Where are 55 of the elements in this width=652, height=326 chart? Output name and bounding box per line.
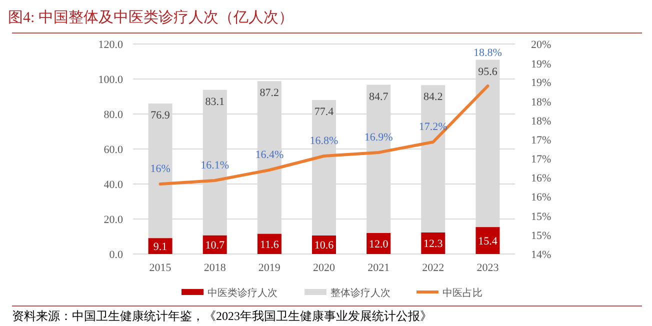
y2-tick-label: 17% — [531, 134, 552, 147]
data-label: 83.1 — [205, 96, 224, 108]
data-label: 15.4 — [478, 236, 498, 248]
text: 资料来源：中国卫生健康统计年鉴，《2023年我国卫生健康事业发展统计公报》 — [12, 309, 432, 323]
y-tick-label: 40.0 — [104, 179, 124, 191]
data-label: 11.6 — [260, 238, 280, 251]
data-label: 10.7 — [205, 240, 225, 252]
bar — [257, 234, 282, 254]
y2-tick-label: 19% — [531, 77, 552, 90]
y2-tick-label: 16% — [531, 172, 552, 185]
data-label: 76.9 — [150, 110, 170, 122]
data-label: 77.4 — [314, 106, 334, 118]
data-label: 12.0 — [368, 238, 389, 250]
y2-tick-label: 15% — [531, 210, 552, 223]
y2-tick-label: 19% — [531, 58, 552, 70]
y-tick-label: 20.0 — [104, 214, 124, 226]
legend-label: 整体诊疗人次 — [330, 287, 390, 299]
y-tick-label: 0.0 — [109, 249, 124, 261]
y2-tick-label: 20% — [531, 39, 552, 51]
data-label: 87.2 — [260, 87, 280, 100]
x-tick-label: 2021 — [368, 262, 390, 274]
y-tick-label: 80.0 — [104, 109, 124, 121]
x-tick-label: 2018 — [204, 262, 226, 274]
data-label: 12.3 — [424, 238, 444, 250]
y2-tick-label: 18% — [531, 96, 552, 108]
y-tick-label: 120.0 — [98, 39, 124, 51]
y-tick-label: 100.0 — [98, 74, 124, 86]
y2-tick-label: 15% — [531, 230, 552, 242]
legend-label: 中医类诊疗人次 — [208, 287, 278, 299]
data-label: 84.2 — [424, 91, 443, 104]
data-label: 17.2% — [418, 121, 448, 133]
y2-tick-label: 17% — [531, 153, 552, 166]
y2-tick-label: 16% — [531, 192, 552, 204]
bar — [148, 238, 172, 254]
x-tick-label: 2019 — [258, 262, 281, 274]
x-tick-label: 2015 — [149, 262, 172, 274]
data-label: 16.4% — [255, 149, 284, 161]
y2-tick-label: 14% — [531, 249, 552, 261]
data-label: 9.1 — [153, 241, 168, 254]
y-tick-label: 60.0 — [104, 144, 124, 156]
data-label: 16% — [150, 163, 170, 175]
x-tick-label: 2023 — [476, 262, 500, 274]
data-label: 16.9% — [364, 132, 393, 144]
legend-label: 中医占比 — [442, 287, 482, 299]
x-tick-label: 2020 — [313, 262, 336, 274]
chart-title: 图4: 中国整体及中医类诊疗人次（亿人次） — [8, 9, 294, 26]
bar — [476, 227, 500, 254]
data-label: 18.8% — [474, 46, 502, 59]
data-label: 95.6 — [478, 66, 498, 78]
data-label: 10.6 — [314, 240, 334, 252]
data-label: 84.7 — [368, 90, 389, 103]
x-tick-label: 2022 — [422, 262, 444, 274]
data-label: 16.1% — [200, 160, 230, 172]
data-label: 16.8% — [310, 135, 338, 147]
y2-tick-label: 18% — [531, 115, 552, 128]
